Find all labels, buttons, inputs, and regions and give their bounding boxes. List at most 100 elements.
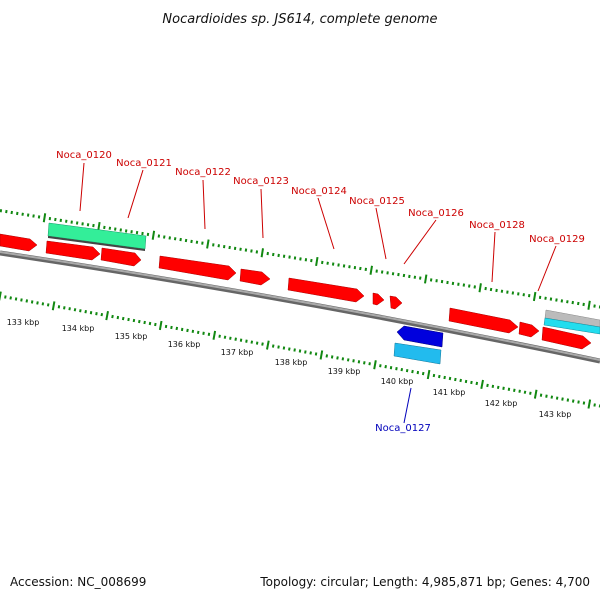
minor-tick (402, 273, 406, 278)
cyan-reverse-feature[interactable] (393, 342, 442, 365)
minor-tick (73, 308, 77, 312)
gene-arrow[interactable] (45, 240, 101, 261)
major-tick (587, 300, 591, 310)
minor-tick (321, 260, 324, 265)
minor-tick (391, 272, 395, 276)
major-tick (51, 301, 56, 311)
gene-label-noca-0123[interactable]: Noca_0123 (233, 176, 289, 239)
gene-arrow[interactable] (541, 326, 592, 350)
gene-label-noca-0122[interactable]: Noca_0122 (175, 167, 231, 230)
minor-tick (21, 212, 24, 216)
minor-tick (168, 236, 171, 240)
minor-tick (10, 210, 13, 215)
rna-feature-shadow (48, 236, 145, 251)
gene-label-noca-0120[interactable]: Noca_0120 (56, 150, 112, 212)
scale-labels: 133 kbp 134 kbp 135 kbp 136 kbp 137 kbp 138 k… (7, 318, 572, 419)
major-tick (478, 283, 482, 293)
minor-tick (413, 275, 417, 279)
grey-feature-bar[interactable] (544, 309, 600, 328)
minor-tick (593, 304, 596, 308)
scale-label: 133 kbp (7, 318, 40, 327)
minor-tick (5, 209, 8, 214)
major-tick (151, 230, 156, 240)
scale-label: 138 kbp (275, 358, 308, 367)
minor-tick (191, 329, 195, 333)
minor-tick (571, 399, 575, 403)
cyan-feature-bar[interactable] (543, 317, 600, 335)
minor-tick (348, 265, 351, 269)
minor-tick (544, 296, 547, 300)
minor-tick (170, 325, 173, 330)
gene-label-noca-0127[interactable]: Noca_0127 (375, 387, 431, 434)
minor-tick (500, 289, 504, 293)
minor-tick (539, 393, 543, 397)
minor-tick (419, 276, 422, 280)
gene-label-text: Noca_0127 (375, 423, 431, 434)
minor-tick (239, 338, 243, 342)
minor-tick (475, 381, 479, 386)
minor-tick (577, 400, 580, 404)
minor-tick (119, 228, 122, 232)
minor-tick (173, 237, 177, 241)
gene-arrow[interactable] (239, 268, 271, 286)
minor-tick (146, 232, 150, 237)
accession-text: Accession: NC_008699 (10, 575, 146, 589)
gene-label-text: Noca_0125 (349, 196, 405, 207)
major-tick (158, 320, 163, 331)
gene-label-noca-0124[interactable]: Noca_0124 (291, 186, 347, 250)
minor-tick (397, 272, 400, 277)
minor-tick (36, 301, 39, 305)
minor-tick (68, 307, 71, 311)
gene-arrow[interactable] (287, 277, 365, 303)
minor-tick (310, 258, 313, 263)
gene-arrow-reverse[interactable] (396, 325, 444, 348)
gene-label-noca-0121[interactable]: Noca_0121 (116, 158, 172, 219)
minor-tick (4, 295, 7, 299)
minor-tick (57, 305, 61, 309)
minor-tick (9, 296, 12, 300)
major-tick (373, 360, 377, 370)
minor-tick (331, 262, 335, 266)
minor-tick (468, 284, 471, 288)
major-tick (319, 350, 324, 360)
gene-arrow[interactable] (158, 255, 237, 281)
minor-tick (429, 278, 433, 282)
minor-tick (416, 370, 420, 375)
gene-arrow[interactable] (448, 307, 519, 334)
minor-tick (470, 380, 473, 385)
gene-arrow[interactable] (0, 233, 38, 252)
minor-tick (432, 373, 436, 378)
minor-tick (143, 320, 146, 325)
minor-tick (511, 291, 515, 295)
major-tick (260, 248, 264, 258)
gene-label-noca-0129[interactable]: Noca_0129 (529, 234, 585, 292)
minor-tick (359, 266, 362, 271)
reverse-strand-genes (393, 325, 444, 365)
minor-tick (250, 249, 253, 253)
minor-tick (111, 314, 114, 319)
gene-arrow[interactable] (389, 295, 403, 310)
minor-tick (46, 303, 50, 307)
minor-tick (571, 300, 574, 305)
minor-tick (132, 318, 136, 323)
minor-tick (549, 297, 553, 301)
minor-tick (92, 223, 95, 228)
minor-tick (127, 317, 130, 322)
minor-tick (234, 337, 237, 341)
gene-label-text: Noca_0128 (469, 220, 525, 231)
minor-tick (507, 387, 511, 391)
minor-tick (103, 225, 106, 230)
major-tick (424, 274, 428, 284)
gene-label-noca-0128[interactable]: Noca_0128 (469, 220, 525, 283)
major-tick (532, 291, 537, 302)
minor-tick (341, 357, 345, 361)
gene-label-noca-0126[interactable]: Noca_0126 (403, 208, 464, 265)
scale-label: 142 kbp (485, 399, 518, 408)
gene-arrow[interactable] (100, 247, 142, 267)
minor-tick (255, 250, 259, 254)
gene-label-noca-0125[interactable]: Noca_0125 (349, 196, 405, 260)
gene-arrow[interactable] (372, 292, 385, 306)
gene-arrow[interactable] (518, 321, 540, 338)
minor-tick (108, 226, 112, 230)
